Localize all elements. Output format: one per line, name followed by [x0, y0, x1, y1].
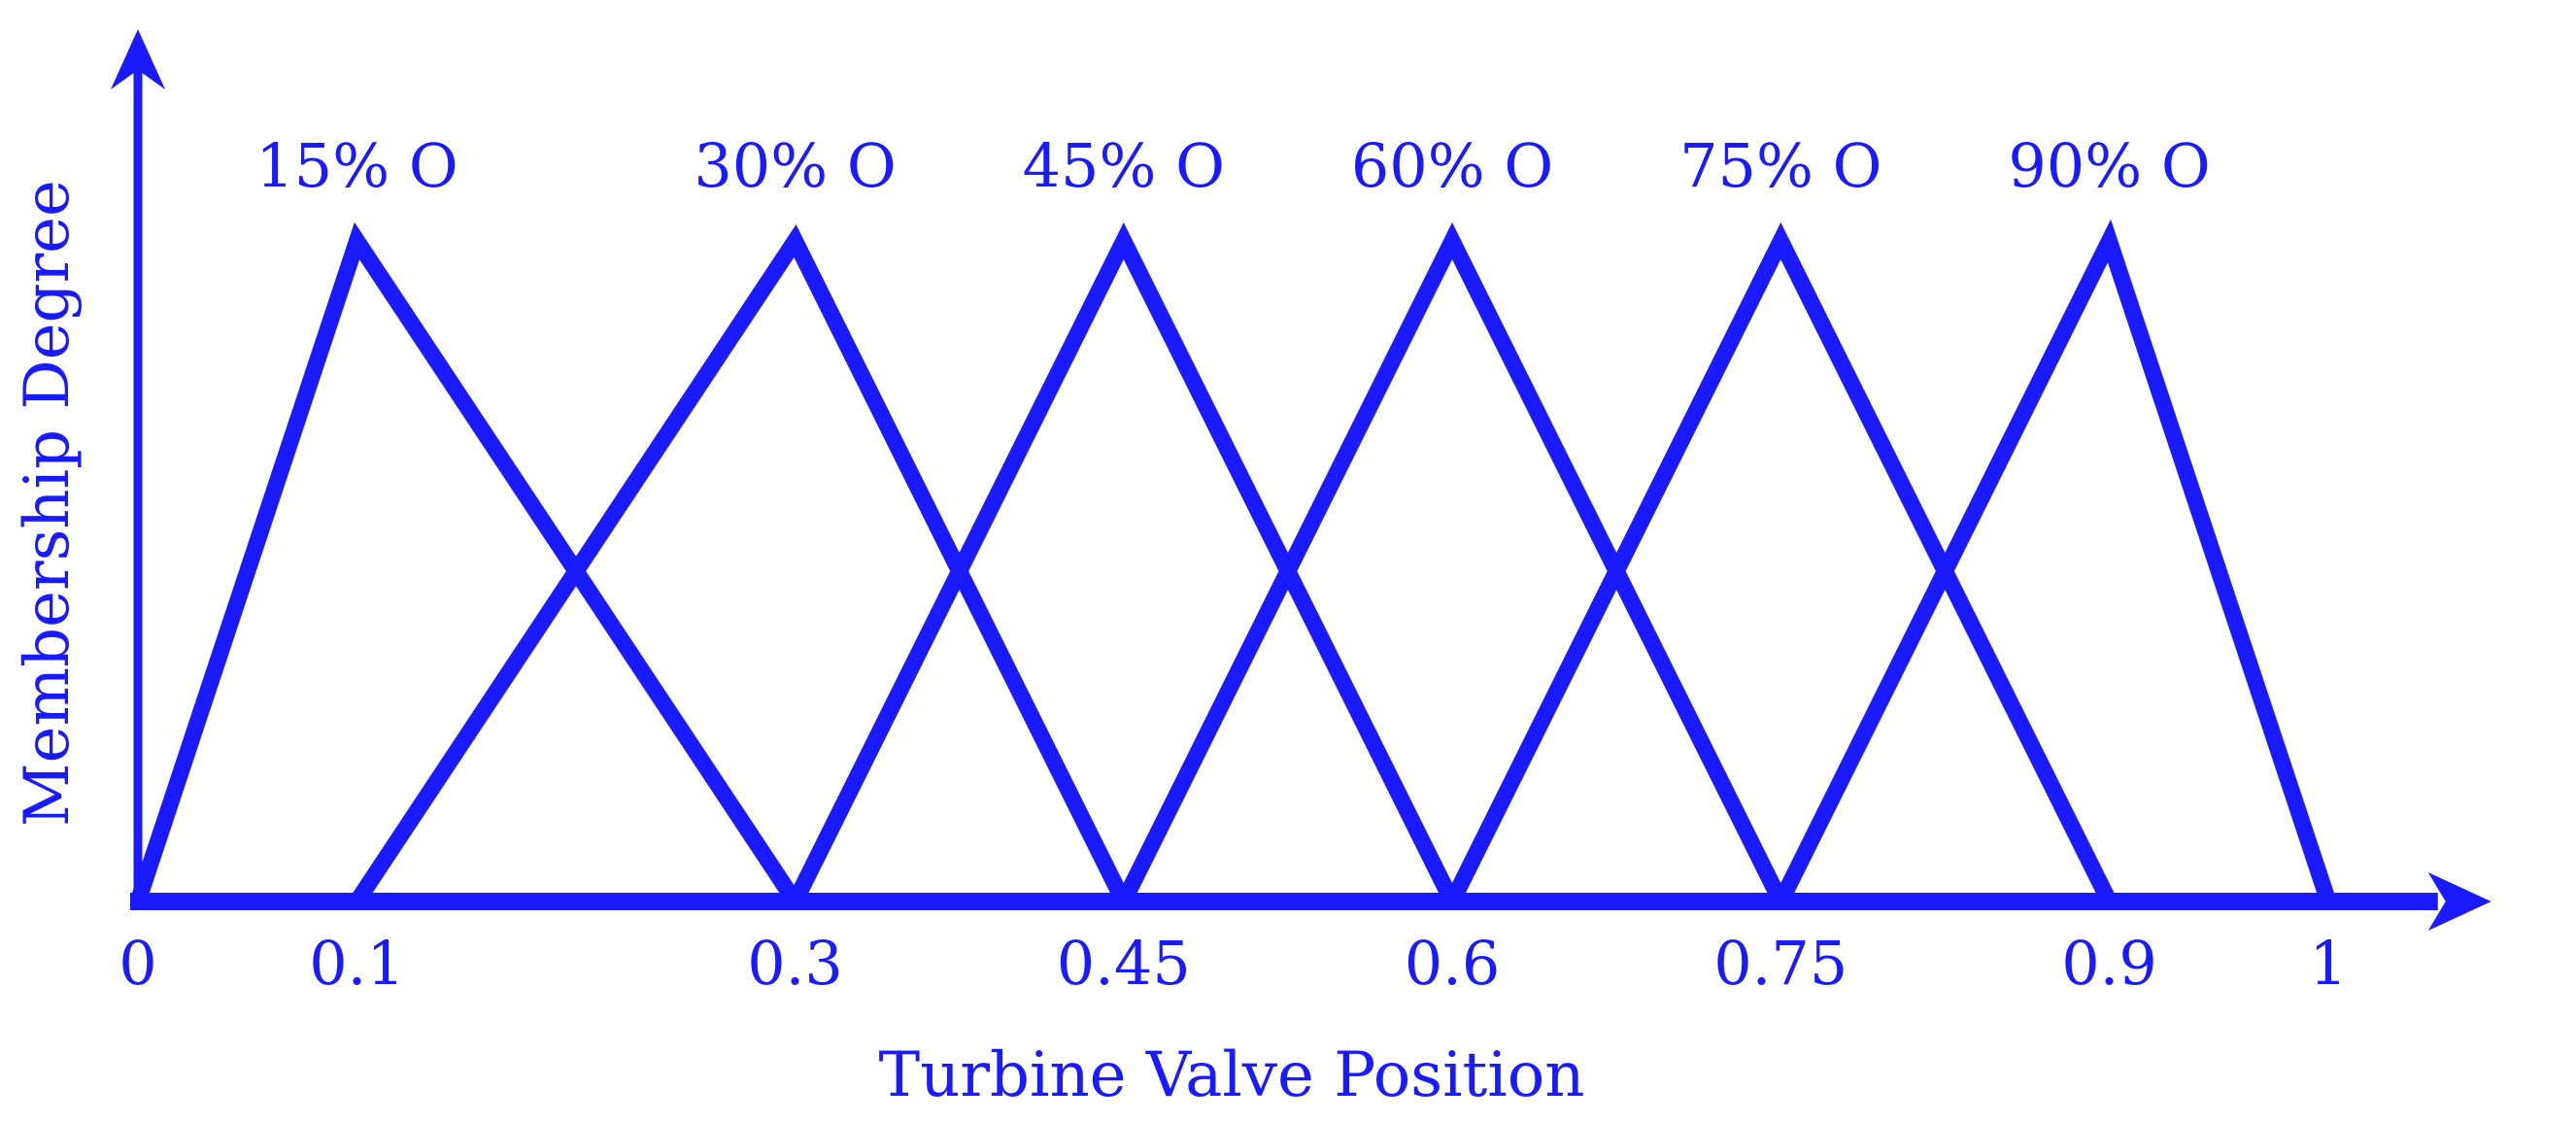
- axes-layer: [111, 29, 2491, 931]
- series-line-1: [129, 221, 802, 906]
- x-tick-label: 0.45: [1057, 928, 1191, 999]
- tick-labels: 0 0.1 0.3 0.45 0.6 0.75 0.9 1: [119, 928, 2347, 999]
- series-label: 15% O: [255, 130, 458, 201]
- series-line-2: [350, 224, 1132, 906]
- series-label: 60% O: [1351, 130, 1553, 201]
- set-labels: 15% O 30% O 45% O 60% O 75% O 90% O: [255, 130, 2210, 201]
- x-axis-title: Turbine Valve Position: [879, 1039, 1585, 1111]
- x-tick-label: 0.9: [2061, 928, 2157, 999]
- x-tick-label: 0.1: [309, 928, 405, 999]
- series-line-6: [1773, 219, 2337, 905]
- x-tick-label: 0: [119, 928, 156, 999]
- x-tick-label: 0.6: [1405, 928, 1501, 999]
- series-layer: [129, 219, 2337, 906]
- series-label: 75% O: [1679, 130, 1881, 201]
- x-axis-arrowhead: [2427, 872, 2491, 931]
- y-axis-title: Membership Degree: [12, 180, 84, 827]
- series-line-3: [787, 221, 1460, 905]
- series-line-5: [1444, 221, 2118, 905]
- series-label: 45% O: [1023, 130, 1225, 201]
- series-label: 90% O: [2008, 130, 2210, 201]
- x-tick-label: 0.75: [1713, 928, 1847, 999]
- x-tick-label: 0.3: [747, 928, 843, 999]
- series-line-4: [1116, 221, 1788, 905]
- x-tick-label: 1: [2309, 928, 2347, 999]
- series-label: 30% O: [694, 130, 896, 201]
- y-axis-arrowhead: [111, 29, 165, 89]
